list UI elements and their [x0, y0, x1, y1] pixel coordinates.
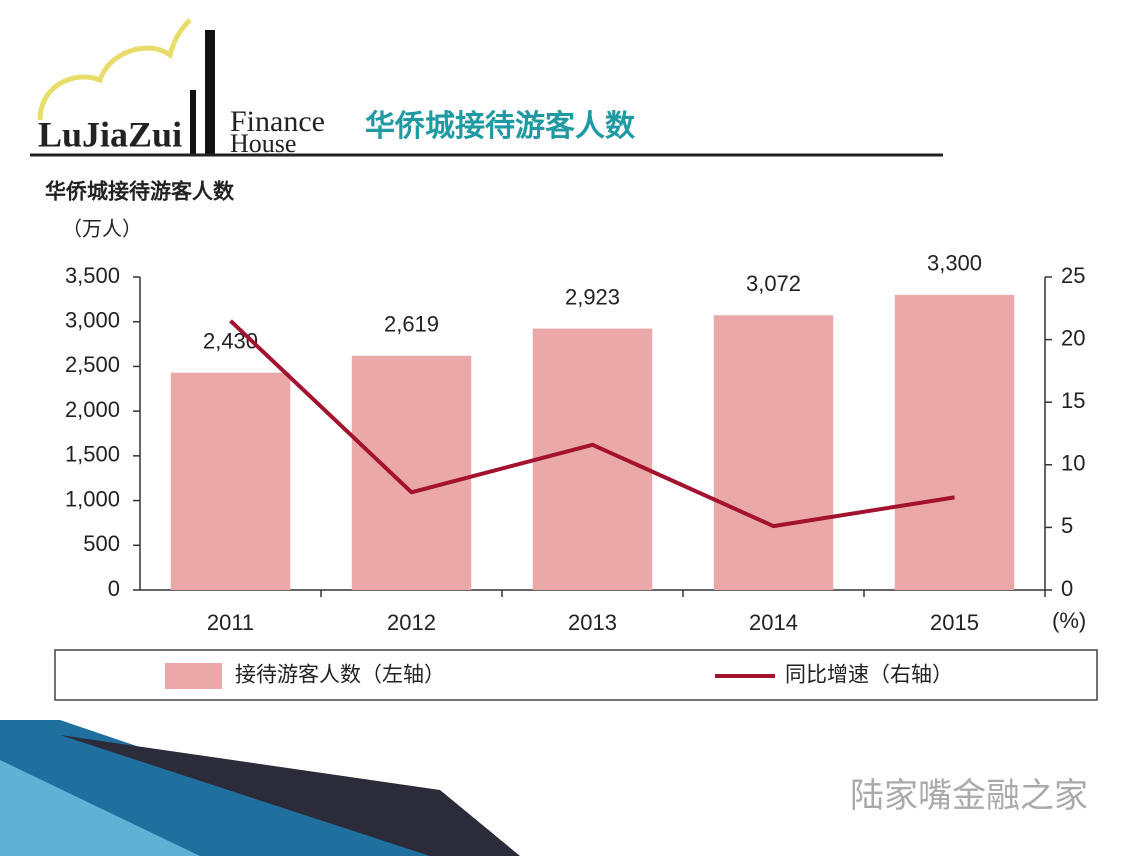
logo-tower — [205, 30, 215, 155]
y2-tick-label: 15 — [1061, 388, 1085, 413]
y-tick-label: 2,500 — [65, 352, 120, 377]
y-tick-label: 3,000 — [65, 308, 120, 333]
legend-label: 接待游客人数（左轴） — [235, 663, 445, 687]
y-tick-label: 1,500 — [65, 442, 120, 467]
logo-tower — [190, 90, 196, 155]
slide-title: 华侨城接待游客人数 — [365, 109, 636, 143]
y2-tick-label: 0 — [1061, 576, 1073, 601]
data-label: 2,923 — [565, 284, 620, 309]
bar — [351, 355, 472, 590]
data-label: 3,300 — [927, 251, 982, 276]
logo-tagline: Finance — [230, 105, 325, 138]
logo-tagline: House — [230, 129, 296, 158]
watermark: 陆家嘴金融之家 — [850, 777, 1088, 815]
y-axis-label: （万人） — [62, 217, 142, 240]
y2-tick-label: 25 — [1061, 263, 1085, 288]
y-tick-label: 3,500 — [65, 263, 120, 288]
x-tick-label: 2012 — [387, 610, 436, 635]
line — [229, 319, 955, 529]
y-tick-label: 500 — [83, 531, 120, 556]
bar — [532, 328, 653, 590]
data-label: 3,072 — [746, 271, 801, 296]
bar — [894, 294, 1015, 590]
y-tick-label: 0 — [108, 576, 120, 601]
legend-label: 同比增速（右轴） — [785, 663, 953, 687]
legend-swatch — [165, 663, 222, 689]
logo-name: LuJiaZui — [38, 114, 182, 154]
decor-swoosh — [0, 760, 200, 856]
x-tick-label: 2015 — [930, 610, 979, 635]
bar — [170, 372, 291, 590]
data-label: 2,430 — [203, 329, 258, 354]
data-label: 2,619 — [384, 312, 439, 337]
y2-tick-label: 5 — [1061, 513, 1073, 538]
y-tick-label: 2,000 — [65, 397, 120, 422]
x-tick-label: 2013 — [568, 610, 617, 635]
decor-swoosh — [60, 735, 520, 856]
legend-box — [54, 649, 1098, 701]
chart-title: 华侨城接待游客人数 — [45, 180, 235, 204]
x-tick-label: 2014 — [749, 610, 798, 635]
x-tick-label: 2011 — [207, 610, 254, 635]
y2-tick-label: 10 — [1061, 451, 1085, 476]
bar — [713, 315, 834, 590]
logo: LuJiaZui Finance House — [37, 18, 325, 158]
y2-axis-label: (%) — [1052, 608, 1086, 633]
chart: 0 500 1,000 1,500 2,000 2,500 3,000 3,500 0 5 10 15… — [65, 251, 1085, 689]
logo-arc — [37, 18, 192, 121]
y-tick-label: 1,000 — [65, 486, 120, 511]
y2-tick-label: 20 — [1061, 325, 1085, 350]
